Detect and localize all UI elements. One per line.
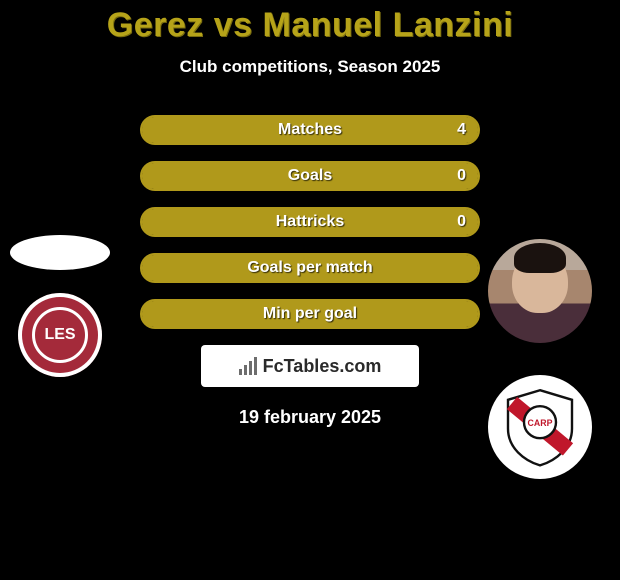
stat-bar: Goals0 [140,161,480,191]
stat-bar: Hattricks0 [140,207,480,237]
stat-bar: Goals per match [140,253,480,283]
player-right-club-badge: CARP [488,375,592,479]
stat-value-right: 0 [457,209,466,235]
subtitle: Club competitions, Season 2025 [0,57,620,77]
player-right-face [512,251,568,313]
player-left-club-initials: LES [32,307,88,363]
bar-chart-icon [239,357,257,375]
stat-bar-label: Hattricks [142,209,478,235]
stat-bar-label: Goals [142,163,478,189]
stat-bar: Matches4 [140,115,480,145]
player-left-club-badge: LES [18,293,102,377]
player-left-avatar [10,235,110,270]
page-title: Gerez vs Manuel Lanzini [0,0,620,45]
svg-text:CARP: CARP [528,418,553,428]
comparison-content: LES CARP Matches4Goals0Hattricks0Goals p… [0,115,620,428]
stat-bar-label: Matches [142,117,478,143]
stat-value-right: 4 [457,117,466,143]
stats-bars: Matches4Goals0Hattricks0Goals per matchM… [140,115,480,329]
player-right-avatar [488,239,592,343]
watermark-text: FcTables.com [263,356,382,377]
stat-bar-label: Min per goal [142,301,478,327]
stat-bar-label: Goals per match [142,255,478,281]
stat-value-right: 0 [457,163,466,189]
watermark: FcTables.com [201,345,419,387]
river-plate-shield-icon: CARP [500,387,580,467]
stat-bar: Min per goal [140,299,480,329]
